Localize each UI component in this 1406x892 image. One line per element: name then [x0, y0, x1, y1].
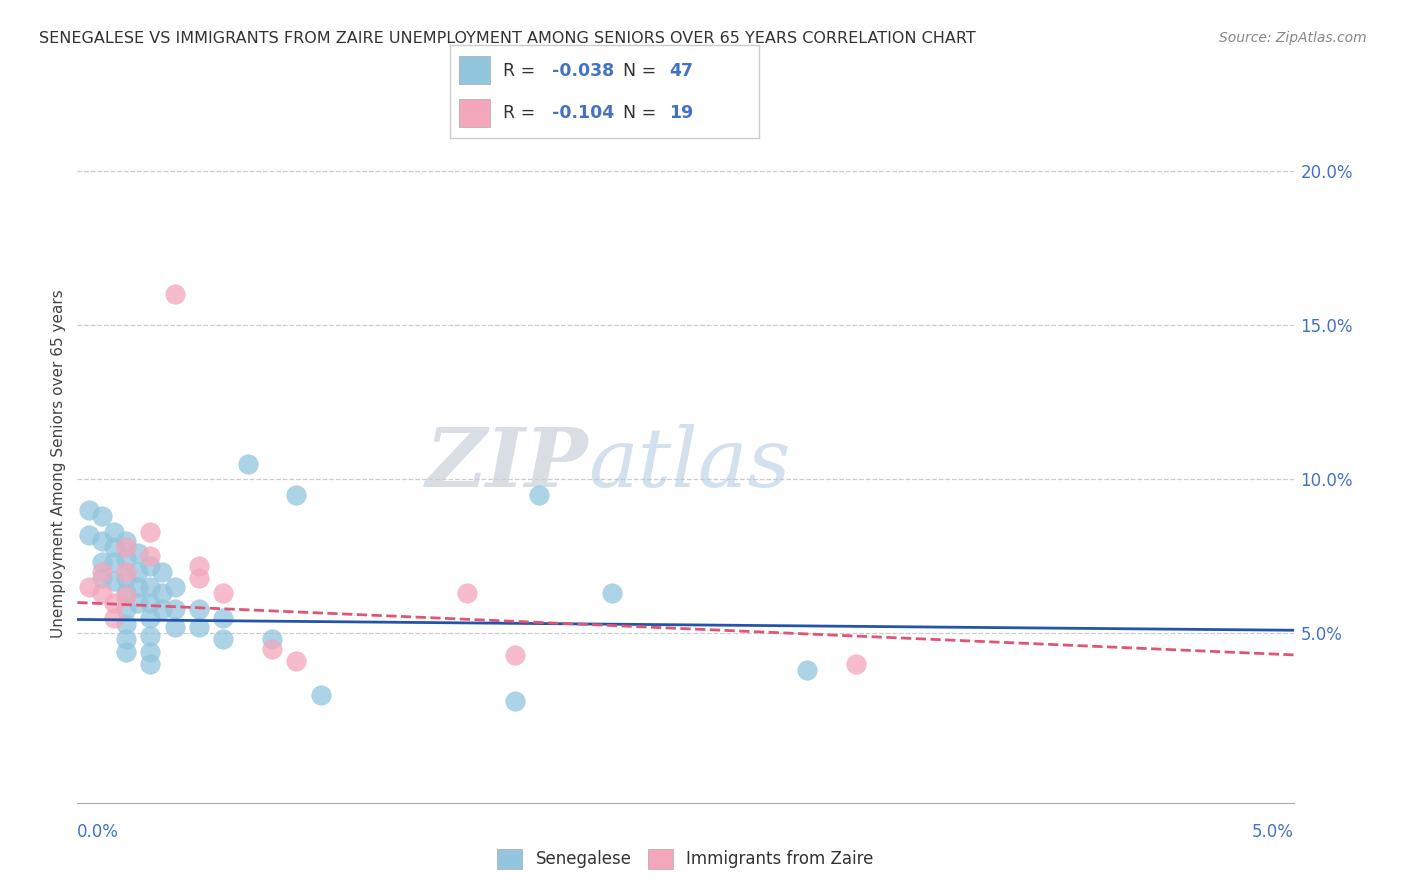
Point — [115, 533, 138, 548]
Point — [115, 540, 138, 554]
Text: 19: 19 — [669, 104, 693, 122]
Point — [188, 601, 211, 615]
Point — [79, 503, 101, 517]
Text: SENEGALESE VS IMMIGRANTS FROM ZAIRE UNEMPLOYMENT AMONG SENIORS OVER 65 YEARS COR: SENEGALESE VS IMMIGRANTS FROM ZAIRE UNEM… — [39, 31, 976, 46]
Text: ZIP: ZIP — [426, 424, 588, 504]
Point — [115, 586, 138, 600]
Point — [212, 611, 235, 625]
Point — [103, 556, 125, 570]
Point — [115, 571, 138, 585]
Text: R =: R = — [502, 104, 540, 122]
Point — [103, 540, 125, 554]
Point — [456, 586, 478, 600]
Point — [139, 558, 162, 573]
Text: 0.0%: 0.0% — [77, 822, 120, 840]
Point — [127, 565, 149, 579]
Bar — [460, 56, 491, 84]
Legend: Senegalese, Immigrants from Zaire: Senegalese, Immigrants from Zaire — [491, 842, 880, 876]
Point — [90, 556, 112, 570]
Point — [115, 601, 138, 615]
Text: R =: R = — [502, 62, 540, 79]
Point — [115, 632, 138, 647]
Point — [79, 580, 101, 594]
Point — [90, 509, 112, 524]
Point — [188, 558, 211, 573]
Point — [139, 549, 162, 564]
Point — [285, 488, 308, 502]
Text: 5.0%: 5.0% — [1251, 822, 1294, 840]
Text: Source: ZipAtlas.com: Source: ZipAtlas.com — [1219, 31, 1367, 45]
Text: -0.038: -0.038 — [553, 62, 614, 79]
Point — [127, 595, 149, 609]
Point — [103, 595, 125, 609]
Point — [845, 657, 868, 672]
Point — [103, 524, 125, 539]
Point — [139, 524, 162, 539]
Text: 47: 47 — [669, 62, 693, 79]
Point — [139, 580, 162, 594]
Point — [152, 565, 174, 579]
Point — [212, 632, 235, 647]
Point — [90, 565, 112, 579]
Point — [127, 580, 149, 594]
Text: N =: N = — [623, 104, 662, 122]
Bar — [460, 99, 491, 127]
Point — [139, 611, 162, 625]
Point — [103, 611, 125, 625]
Point — [90, 533, 112, 548]
Point — [152, 586, 174, 600]
Point — [285, 654, 308, 668]
Point — [139, 595, 162, 609]
Point — [90, 571, 112, 585]
Point — [188, 571, 211, 585]
Text: -0.104: -0.104 — [553, 104, 614, 122]
Point — [90, 586, 112, 600]
Text: atlas: atlas — [588, 424, 790, 504]
Point — [139, 657, 162, 672]
Point — [260, 641, 283, 656]
Point — [115, 565, 138, 579]
Point — [115, 617, 138, 632]
Point — [188, 620, 211, 634]
Point — [236, 457, 259, 471]
Point — [163, 601, 186, 615]
Point — [139, 645, 162, 659]
Y-axis label: Unemployment Among Seniors over 65 years: Unemployment Among Seniors over 65 years — [51, 290, 66, 638]
Point — [127, 546, 149, 560]
Point — [163, 580, 186, 594]
Point — [163, 287, 186, 301]
Point — [503, 648, 526, 662]
Text: N =: N = — [623, 62, 662, 79]
Point — [139, 629, 162, 643]
Point — [260, 632, 283, 647]
Point — [529, 488, 551, 502]
Point — [115, 645, 138, 659]
Point — [152, 601, 174, 615]
Point — [103, 574, 125, 588]
Point — [212, 586, 235, 600]
Point — [602, 586, 624, 600]
Point — [115, 590, 138, 604]
Point — [309, 688, 332, 702]
Point — [796, 663, 818, 677]
Point — [163, 620, 186, 634]
Point — [115, 552, 138, 566]
Point — [79, 527, 101, 541]
Point — [503, 694, 526, 708]
